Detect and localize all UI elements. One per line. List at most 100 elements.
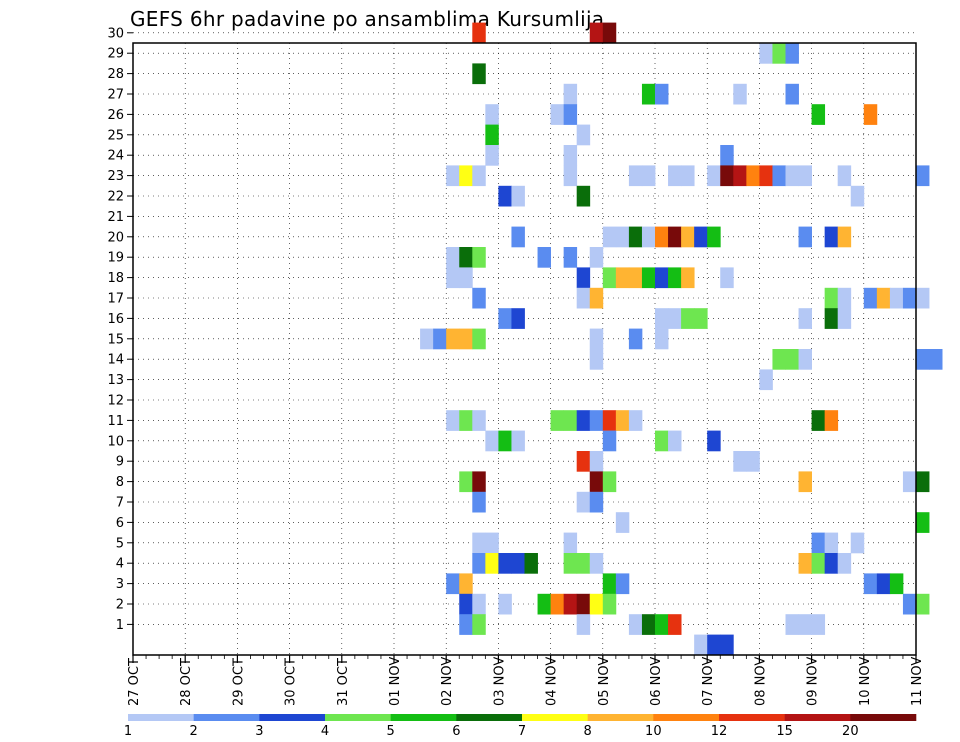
heatmap-cell — [694, 634, 708, 656]
heatmap-cell — [785, 165, 799, 187]
heatmap-cell — [628, 226, 643, 248]
legend-label: 8 — [584, 724, 592, 739]
heatmap-cell — [563, 247, 578, 268]
legend-swatch — [456, 714, 523, 721]
heatmap-cell — [863, 573, 878, 595]
heatmap-cell — [511, 185, 525, 207]
heatmap-cell — [459, 471, 473, 493]
heatmap-cell — [902, 471, 917, 493]
heatmap-cell — [472, 63, 486, 85]
heatmap-cell — [707, 165, 721, 187]
heatmap-cell — [641, 226, 656, 248]
legend-swatch — [719, 714, 785, 721]
heatmap-cell — [472, 22, 486, 44]
heatmap-cell — [916, 593, 930, 615]
heatmap-cell — [446, 247, 460, 268]
heatmap-cell — [655, 83, 669, 105]
heatmap-cell — [837, 553, 852, 574]
heatmap-cell — [511, 430, 525, 452]
heatmap-cell — [798, 308, 812, 329]
heatmap-cell — [733, 165, 747, 187]
heatmap-cell — [628, 410, 643, 431]
heatmap-cell — [485, 553, 499, 574]
y-tick-label: 11 — [107, 414, 124, 429]
heatmap-cell — [602, 22, 617, 44]
heatmap-cell — [889, 573, 904, 595]
heatmap-cell — [655, 308, 669, 329]
heatmap-cell — [563, 532, 578, 554]
x-tick-label: 30 OCT — [284, 658, 299, 706]
heatmap-cell — [876, 573, 891, 595]
heatmap-cell — [824, 308, 839, 329]
y-tick-label: 1 — [116, 618, 124, 633]
y-tick-label: 21 — [107, 210, 124, 225]
heatmap-cell — [916, 349, 930, 370]
heatmap-cell — [563, 593, 578, 615]
x-tick-label: 27 OCT — [127, 658, 142, 706]
heatmap-cell — [589, 553, 604, 574]
y-tick-label: 23 — [107, 169, 124, 184]
heatmap-cell — [485, 430, 499, 452]
legend-label: 2 — [190, 724, 198, 739]
heatmap-cell — [668, 308, 682, 329]
x-tick-label: 31 OCT — [336, 658, 351, 706]
heatmap-cell — [628, 267, 643, 289]
heatmap-cell — [785, 349, 799, 370]
heatmap-cell — [615, 410, 630, 431]
y-tick-label: 10 — [107, 434, 124, 449]
heatmap-cell — [798, 165, 812, 187]
legend-swatch — [259, 714, 326, 721]
heatmap-cell — [902, 287, 917, 309]
heatmap-cell — [576, 593, 591, 615]
y-tick-label: 18 — [107, 271, 124, 286]
heatmap-cell — [681, 226, 695, 248]
heatmap-cell — [889, 287, 904, 309]
heatmap-cell — [759, 43, 773, 64]
heatmap-cell — [681, 165, 695, 187]
heatmap-cell — [615, 267, 630, 289]
heatmap-cell — [472, 593, 486, 615]
heatmap-cell — [837, 165, 852, 187]
heatmap-cell — [668, 226, 682, 248]
heatmap-cell — [485, 145, 499, 166]
heatmap-cell — [707, 634, 721, 656]
heatmap-cell — [876, 287, 891, 309]
color-legend: 1 2 3 4 5 6 7 8 10 12 15 20 — [124, 714, 917, 739]
legend-swatch — [193, 714, 260, 721]
heatmap-cell — [459, 614, 473, 635]
legend-label: 20 — [842, 724, 859, 739]
heatmap-cell — [824, 287, 839, 309]
x-tick-label: 09 NOV — [806, 657, 821, 706]
legend-label: 7 — [518, 724, 526, 739]
heatmap-cell — [602, 593, 617, 615]
heatmap-cell — [589, 593, 604, 615]
heatmap-cell — [576, 451, 591, 472]
heatmap-cell — [798, 349, 812, 370]
heatmap-cell — [459, 165, 473, 187]
x-tick-label: 28 OCT — [179, 658, 194, 706]
heatmap-cell — [615, 573, 630, 595]
heatmap-cell — [459, 247, 473, 268]
heatmap-cell — [589, 349, 604, 370]
heatmap-cell — [446, 573, 460, 595]
heatmap-cell — [472, 287, 486, 309]
heatmap-cell — [707, 226, 721, 248]
heatmap-cell — [446, 267, 460, 289]
x-tick-label: 29 OCT — [231, 658, 246, 706]
heatmap-cell — [589, 491, 604, 513]
x-tick-label: 11 NOV — [910, 657, 925, 706]
legend-swatch — [522, 714, 588, 721]
heatmap-cell — [576, 410, 591, 431]
y-tick-label: 8 — [116, 475, 124, 490]
y-tick-label: 5 — [116, 536, 124, 551]
heatmap-cell — [563, 165, 578, 187]
y-tick-label: 25 — [107, 128, 124, 143]
y-tick-label: 26 — [107, 108, 124, 123]
y-tick-label: 13 — [107, 373, 124, 388]
y-tick-label: 22 — [107, 190, 124, 205]
heatmap-cell — [537, 593, 551, 615]
heatmap-cell — [798, 471, 812, 493]
y-tick-label: 7 — [116, 496, 124, 511]
y-tick-label: 3 — [116, 577, 124, 592]
y-tick-label: 27 — [107, 88, 124, 103]
